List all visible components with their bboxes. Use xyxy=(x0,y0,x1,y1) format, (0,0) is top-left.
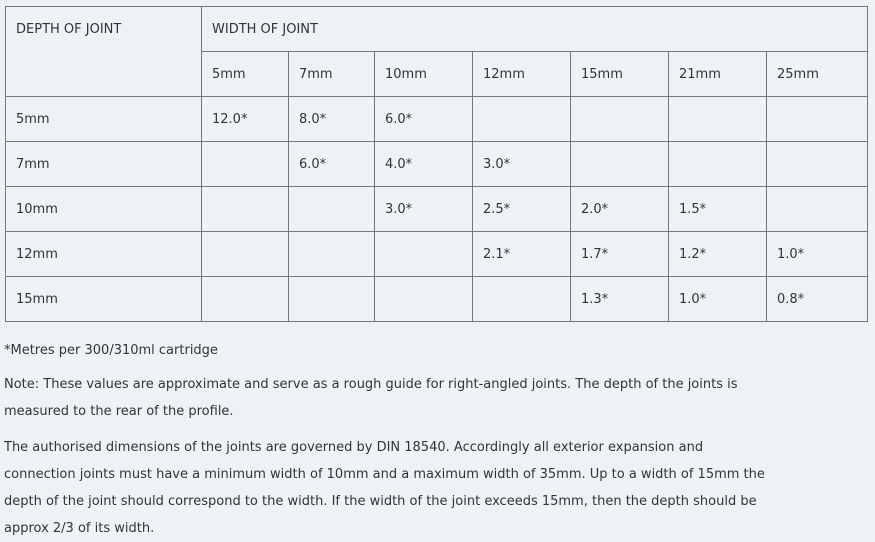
value-cell xyxy=(570,141,669,187)
footnote: *Metres per 300/310ml cartridge xyxy=(4,343,218,358)
value-cell xyxy=(668,96,767,142)
value-cell: 0.8* xyxy=(765,276,869,322)
table-row: 10mm 3.0* 2.5* 2.0* 1.5* xyxy=(5,186,869,232)
value-cell xyxy=(288,231,375,277)
joint-table: DEPTH OF JOINT WIDTH OF JOINT 5mm 7mm 10mm 1… xyxy=(5,6,869,322)
depth-cell: 10mm xyxy=(5,186,202,232)
value-cell xyxy=(201,141,289,187)
value-cell xyxy=(570,96,669,142)
value-cell: 1.5* xyxy=(668,186,767,232)
value-cell: 3.0* xyxy=(374,186,473,232)
value-cell: 4.0* xyxy=(374,141,473,187)
width-header-cell: 5mm xyxy=(201,51,289,97)
value-cell xyxy=(374,276,473,322)
value-cell xyxy=(668,141,767,187)
value-cell xyxy=(765,186,869,232)
value-cell: 3.0* xyxy=(472,141,571,187)
table-row: 15mm 1.3* 1.0* 0.8* xyxy=(5,276,869,322)
value-cell xyxy=(201,186,289,232)
table-row: 12mm 2.1* 1.7* 1.2* 1.0* xyxy=(5,231,869,277)
value-cell xyxy=(288,276,375,322)
width-header-cell: 7mm xyxy=(288,51,375,97)
value-cell xyxy=(374,231,473,277)
paragraph: The authorised dimensions of the joints … xyxy=(4,440,765,536)
value-cell: 6.0* xyxy=(288,141,375,187)
width-header: WIDTH OF JOINT xyxy=(200,6,869,52)
value-cell: 1.3* xyxy=(570,276,669,322)
table-row: 5mm 12.0* 8.0* 6.0* xyxy=(5,96,869,142)
value-cell xyxy=(201,276,289,322)
depth-cell: 15mm xyxy=(5,276,202,322)
depth-header: DEPTH OF JOINT xyxy=(5,6,202,97)
depth-cell: 12mm xyxy=(5,231,202,277)
value-cell: 2.5* xyxy=(472,186,571,232)
value-cell: 8.0* xyxy=(288,96,375,142)
width-header-cell: 12mm xyxy=(472,51,571,97)
width-header-cell: 10mm xyxy=(374,51,473,97)
value-cell xyxy=(472,276,571,322)
value-cell xyxy=(288,186,375,232)
value-cell xyxy=(472,96,571,142)
value-cell: 2.1* xyxy=(472,231,571,277)
depth-cell: 7mm xyxy=(5,141,202,187)
table-row: 7mm 6.0* 4.0* 3.0* xyxy=(5,141,869,187)
width-header-cell: 21mm xyxy=(668,51,767,97)
depth-cell: 5mm xyxy=(5,96,202,142)
width-header-cell: 15mm xyxy=(570,51,669,97)
value-cell: 12.0* xyxy=(201,96,289,142)
value-cell: 1.0* xyxy=(765,231,869,277)
value-cell: 1.0* xyxy=(668,276,767,322)
note: Note: These values are approximate and s… xyxy=(4,377,738,419)
value-cell xyxy=(765,141,869,187)
value-cell: 6.0* xyxy=(374,96,473,142)
value-cell xyxy=(765,96,869,142)
value-cell: 1.2* xyxy=(668,231,767,277)
width-header-cell: 25mm xyxy=(765,51,869,97)
value-cell: 2.0* xyxy=(570,186,669,232)
value-cell: 1.7* xyxy=(570,231,669,277)
value-cell xyxy=(201,231,289,277)
